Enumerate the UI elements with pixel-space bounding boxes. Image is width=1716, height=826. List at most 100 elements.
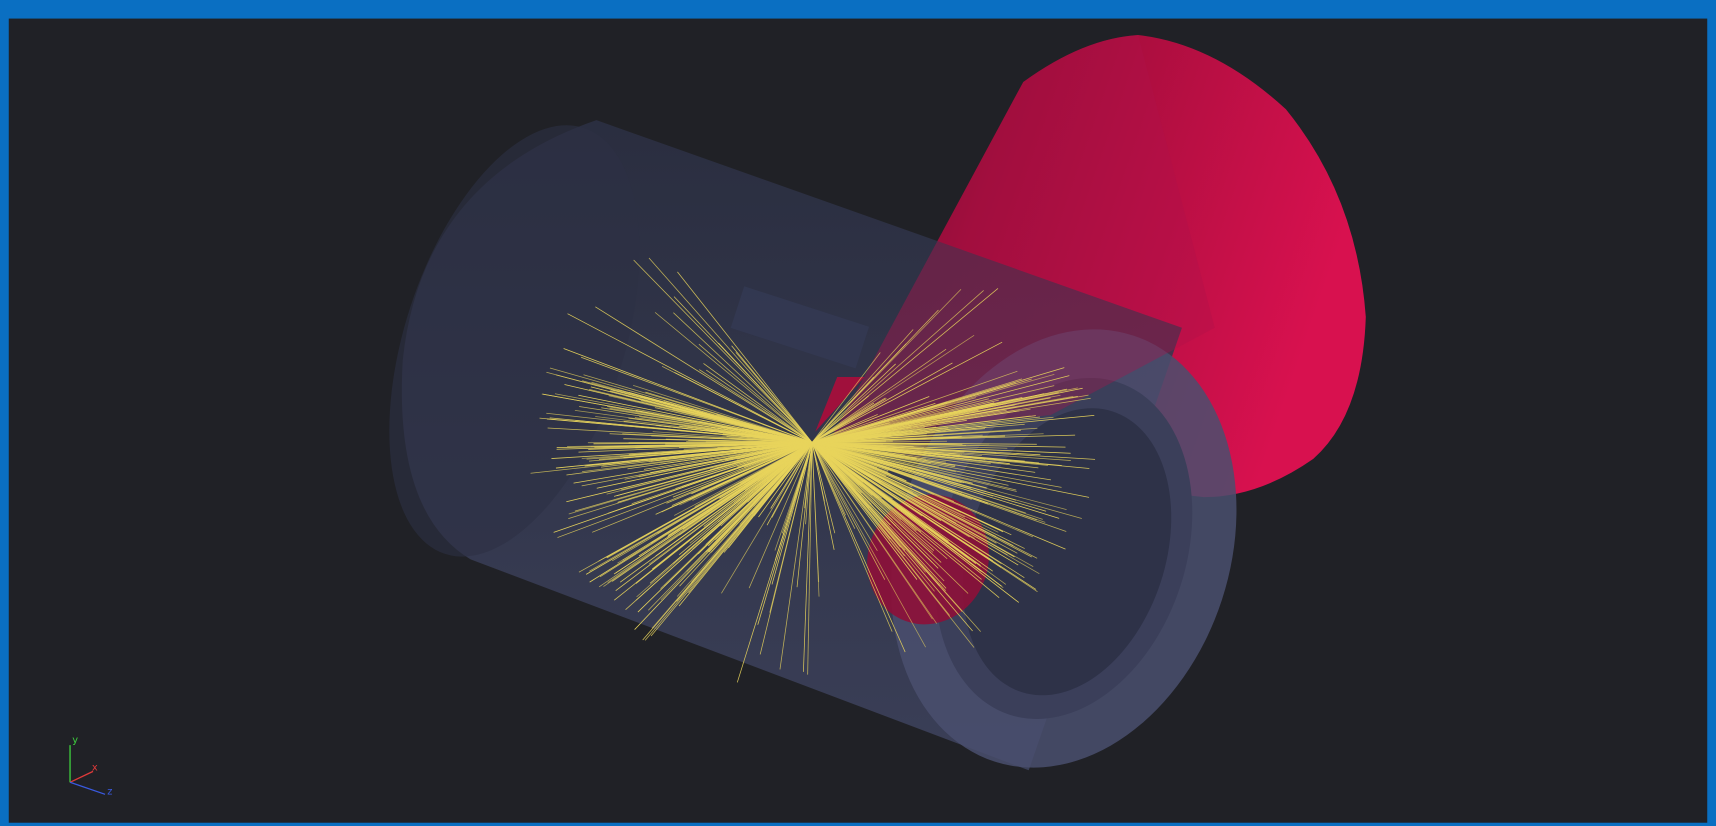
track <box>721 442 813 594</box>
track <box>811 442 1009 486</box>
track <box>811 395 869 443</box>
track <box>688 442 813 593</box>
track <box>607 442 813 583</box>
track <box>811 334 975 443</box>
track <box>812 433 1044 443</box>
track <box>811 442 1036 473</box>
track <box>770 442 813 509</box>
track <box>811 442 918 497</box>
track <box>811 442 836 534</box>
track <box>682 442 813 487</box>
track <box>811 378 1023 443</box>
track <box>703 363 813 443</box>
track <box>811 442 1043 520</box>
track <box>769 442 813 613</box>
track <box>648 442 813 565</box>
track <box>632 384 813 443</box>
track <box>811 442 1025 578</box>
track <box>702 442 813 540</box>
track <box>710 442 813 553</box>
track <box>811 442 1062 488</box>
track <box>811 398 989 443</box>
track <box>811 442 1082 519</box>
track <box>811 442 929 470</box>
track <box>811 290 984 443</box>
track <box>595 306 813 443</box>
track <box>697 442 813 447</box>
track <box>811 376 875 443</box>
track <box>679 442 813 556</box>
track <box>606 442 813 558</box>
track <box>674 372 813 443</box>
x-axis-label: x <box>92 762 98 773</box>
track <box>803 442 813 672</box>
track <box>811 442 1034 538</box>
track <box>811 416 1054 443</box>
track <box>563 348 813 443</box>
track <box>677 271 813 443</box>
inner-panel <box>730 286 870 369</box>
track <box>805 442 813 525</box>
track <box>638 442 813 476</box>
track <box>733 442 813 453</box>
track <box>610 389 813 443</box>
axes-gizmo: y x z <box>69 735 112 797</box>
track <box>811 341 1003 443</box>
track <box>634 442 813 630</box>
track <box>811 442 951 616</box>
track <box>811 442 972 500</box>
track <box>811 442 945 582</box>
track <box>811 398 887 443</box>
track <box>574 442 813 512</box>
track <box>811 442 935 592</box>
track <box>811 396 930 443</box>
track <box>748 442 813 589</box>
track <box>649 442 813 584</box>
track <box>744 442 813 468</box>
track <box>734 431 813 443</box>
track <box>811 409 1007 443</box>
track <box>633 259 813 443</box>
track <box>811 442 922 533</box>
track <box>601 407 813 443</box>
track <box>811 442 942 563</box>
track <box>758 442 813 518</box>
track <box>811 442 907 482</box>
track <box>698 343 813 443</box>
track <box>812 427 1038 443</box>
track <box>811 442 857 491</box>
track <box>811 442 885 497</box>
track <box>811 442 886 580</box>
track <box>811 363 896 443</box>
track <box>660 442 813 589</box>
track <box>599 442 813 578</box>
track <box>567 313 813 443</box>
track <box>619 442 813 583</box>
track <box>811 329 914 443</box>
z-axis-line <box>69 781 106 795</box>
track <box>811 442 825 502</box>
track <box>781 442 813 534</box>
track <box>653 442 813 477</box>
track <box>811 442 1049 466</box>
track <box>811 442 893 632</box>
track <box>644 442 813 641</box>
track <box>718 342 813 443</box>
track <box>811 442 926 648</box>
track <box>672 442 813 498</box>
y-axis-label: y <box>72 735 78 746</box>
track <box>811 442 956 473</box>
track <box>771 442 813 518</box>
track <box>648 257 813 443</box>
track <box>549 417 813 443</box>
cylinder-bore <box>962 408 1172 696</box>
track <box>811 442 1020 603</box>
track <box>735 352 813 443</box>
track <box>616 442 813 497</box>
track <box>811 426 937 443</box>
track <box>608 395 813 443</box>
track <box>811 442 906 653</box>
track <box>811 442 913 488</box>
